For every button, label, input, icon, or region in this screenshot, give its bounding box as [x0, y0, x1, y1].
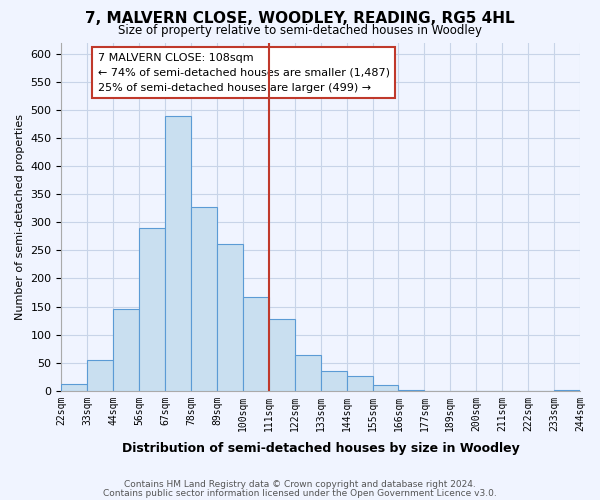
- Bar: [165, 116, 191, 391]
- Text: Contains public sector information licensed under the Open Government Licence v3: Contains public sector information licen…: [103, 489, 497, 498]
- Bar: [398, 390, 424, 391]
- Bar: [139, 228, 165, 391]
- Bar: [321, 370, 347, 391]
- Text: Contains HM Land Registry data © Crown copyright and database right 2024.: Contains HM Land Registry data © Crown c…: [124, 480, 476, 489]
- Bar: [269, 320, 295, 391]
- X-axis label: Distribution of semi-detached houses by size in Woodley: Distribution of semi-detached houses by …: [122, 442, 520, 455]
- Bar: [217, 244, 243, 391]
- Bar: [191, 206, 217, 391]
- Bar: [113, 310, 139, 391]
- Bar: [373, 385, 398, 391]
- Bar: [554, 390, 580, 391]
- Bar: [88, 360, 113, 391]
- Text: Size of property relative to semi-detached houses in Woodley: Size of property relative to semi-detach…: [118, 24, 482, 37]
- Text: 7, MALVERN CLOSE, WOODLEY, READING, RG5 4HL: 7, MALVERN CLOSE, WOODLEY, READING, RG5 …: [85, 11, 515, 26]
- Bar: [347, 376, 373, 391]
- Bar: [61, 384, 88, 391]
- Text: 7 MALVERN CLOSE: 108sqm
← 74% of semi-detached houses are smaller (1,487)
25% of: 7 MALVERN CLOSE: 108sqm ← 74% of semi-de…: [98, 53, 390, 92]
- Bar: [295, 356, 321, 391]
- Y-axis label: Number of semi-detached properties: Number of semi-detached properties: [15, 114, 25, 320]
- Bar: [243, 297, 269, 391]
